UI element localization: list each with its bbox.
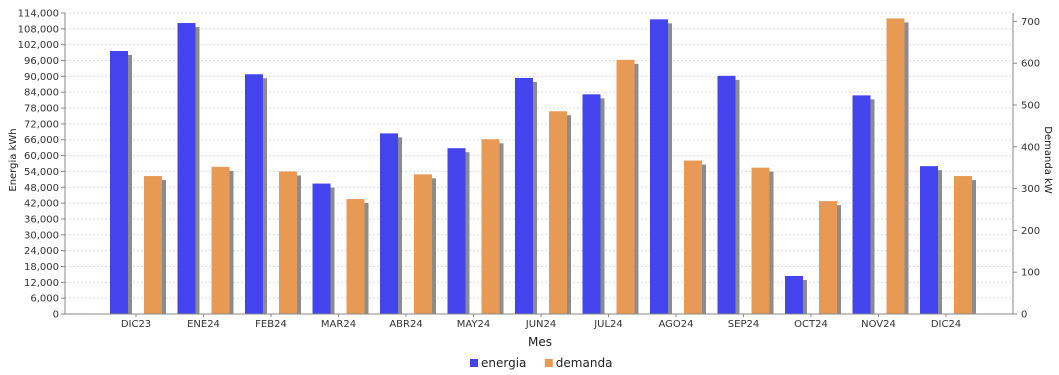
x-axis-label: Mes bbox=[528, 335, 552, 349]
bar-energia-FEB24 bbox=[245, 74, 263, 315]
legend-swatch-demanda bbox=[544, 359, 553, 367]
bar-demanda-AGO24 bbox=[684, 160, 702, 314]
bar-demanda-DIC23 bbox=[144, 176, 162, 314]
left-tick-label: 114,000 bbox=[18, 9, 59, 20]
legend: energia demanda bbox=[470, 356, 612, 370]
legend-label-energia: energia bbox=[481, 356, 526, 370]
bar-demanda-ABR24 bbox=[414, 174, 432, 314]
right-tick-label: 700 bbox=[1021, 17, 1040, 28]
x-tick-label: FEB24 bbox=[255, 319, 287, 330]
x-tick-label: DIC23 bbox=[121, 319, 151, 330]
bar-energia-DIC24 bbox=[920, 166, 938, 314]
right-tick-label: 100 bbox=[1021, 268, 1040, 279]
left-tick-label: 78,000 bbox=[24, 104, 59, 115]
bar-demanda-FEB24 bbox=[279, 171, 297, 314]
left-tick-label: 24,000 bbox=[24, 246, 59, 257]
x-tick-label: ENE24 bbox=[187, 319, 220, 330]
bar-demanda-DIC24 bbox=[954, 176, 972, 314]
x-tick-label: ABR24 bbox=[389, 319, 422, 330]
x-tick-label: JUL24 bbox=[593, 319, 623, 330]
right-tick-label: 200 bbox=[1021, 226, 1040, 237]
bar-energia-MAR24 bbox=[312, 183, 331, 314]
bar-energia-ENE24 bbox=[177, 23, 196, 315]
legend-swatch-energia bbox=[470, 359, 478, 367]
x-axis-ticks: DIC23 ENE24 FEB24 MAR24 ABR24 MAY24 JUN24 JUL24… bbox=[121, 314, 961, 330]
x-tick-label: AGO24 bbox=[658, 319, 693, 330]
right-tick-label: 600 bbox=[1021, 59, 1040, 70]
right-tick-label: 0 bbox=[1021, 310, 1027, 321]
left-tick-label: 66,000 bbox=[24, 135, 59, 146]
bar-demanda-MAY24 bbox=[481, 139, 500, 314]
bar-energia-OCT24 bbox=[785, 275, 803, 314]
bar-energia-MAY24 bbox=[447, 148, 466, 314]
left-axis-label: Energia kWh bbox=[8, 128, 19, 191]
left-tick-label: 102,000 bbox=[18, 40, 59, 51]
left-tick-label: 6,000 bbox=[30, 294, 59, 305]
x-tick-label: DIC24 bbox=[931, 319, 961, 330]
bar-energia-DIC23 bbox=[110, 51, 128, 314]
left-tick-label: 18,000 bbox=[24, 262, 59, 273]
bar-energia-SEP24 bbox=[717, 75, 736, 314]
right-tick-label: 400 bbox=[1021, 142, 1040, 153]
bar-demanda-JUN24 bbox=[549, 111, 567, 314]
right-tick-label: 300 bbox=[1021, 184, 1040, 195]
legend-label-demanda: demanda bbox=[556, 356, 613, 370]
left-tick-label: 60,000 bbox=[24, 151, 59, 162]
bar-demanda-NOV24 bbox=[886, 18, 905, 314]
right-tick-label: 500 bbox=[1021, 100, 1040, 111]
x-tick-label: MAR24 bbox=[321, 319, 356, 330]
left-tick-label: 30,000 bbox=[24, 230, 59, 241]
right-axis-label: Demanda kW bbox=[1042, 126, 1053, 194]
left-tick-label: 108,000 bbox=[18, 24, 59, 35]
left-tick-label: 90,000 bbox=[24, 72, 59, 83]
left-tick-label: 48,000 bbox=[24, 183, 59, 194]
bar-demanda-SEP24 bbox=[751, 167, 770, 314]
bar-energia-AGO24 bbox=[650, 19, 668, 314]
left-tick-label: 42,000 bbox=[24, 199, 59, 210]
bar-demanda-JUL24 bbox=[616, 59, 635, 315]
bar-energia-NOV24 bbox=[852, 95, 871, 315]
left-tick-label: 96,000 bbox=[24, 56, 59, 67]
left-tick-label: 72,000 bbox=[24, 119, 59, 130]
right-axis-ticks: 0 100 200 300 400 500 600 700 bbox=[1013, 17, 1040, 321]
bars bbox=[110, 18, 976, 315]
left-tick-label: 0 bbox=[53, 310, 59, 321]
x-tick-label: NOV24 bbox=[861, 319, 896, 330]
x-tick-label: MAY24 bbox=[457, 319, 491, 330]
x-tick-label: SEP24 bbox=[728, 319, 759, 330]
left-tick-label: 36,000 bbox=[24, 214, 59, 225]
left-tick-label: 84,000 bbox=[24, 88, 59, 99]
left-axis-ticks: 0 6,000 12,000 18,000 24,000 30,000 36,000 42,0… bbox=[18, 9, 65, 321]
bar-energia-JUL24 bbox=[582, 94, 601, 314]
x-tick-label: OCT24 bbox=[794, 319, 828, 330]
bar-energia-ABR24 bbox=[380, 133, 398, 314]
left-tick-label: 12,000 bbox=[24, 278, 59, 289]
left-tick-label: 54,000 bbox=[24, 167, 59, 178]
bar-demanda-OCT24 bbox=[819, 201, 837, 314]
bar-demanda-ENE24 bbox=[211, 166, 230, 314]
bar-demanda-MAR24 bbox=[346, 199, 365, 314]
x-tick-label: JUN24 bbox=[525, 319, 556, 330]
bar-energia-JUN24 bbox=[515, 77, 533, 314]
